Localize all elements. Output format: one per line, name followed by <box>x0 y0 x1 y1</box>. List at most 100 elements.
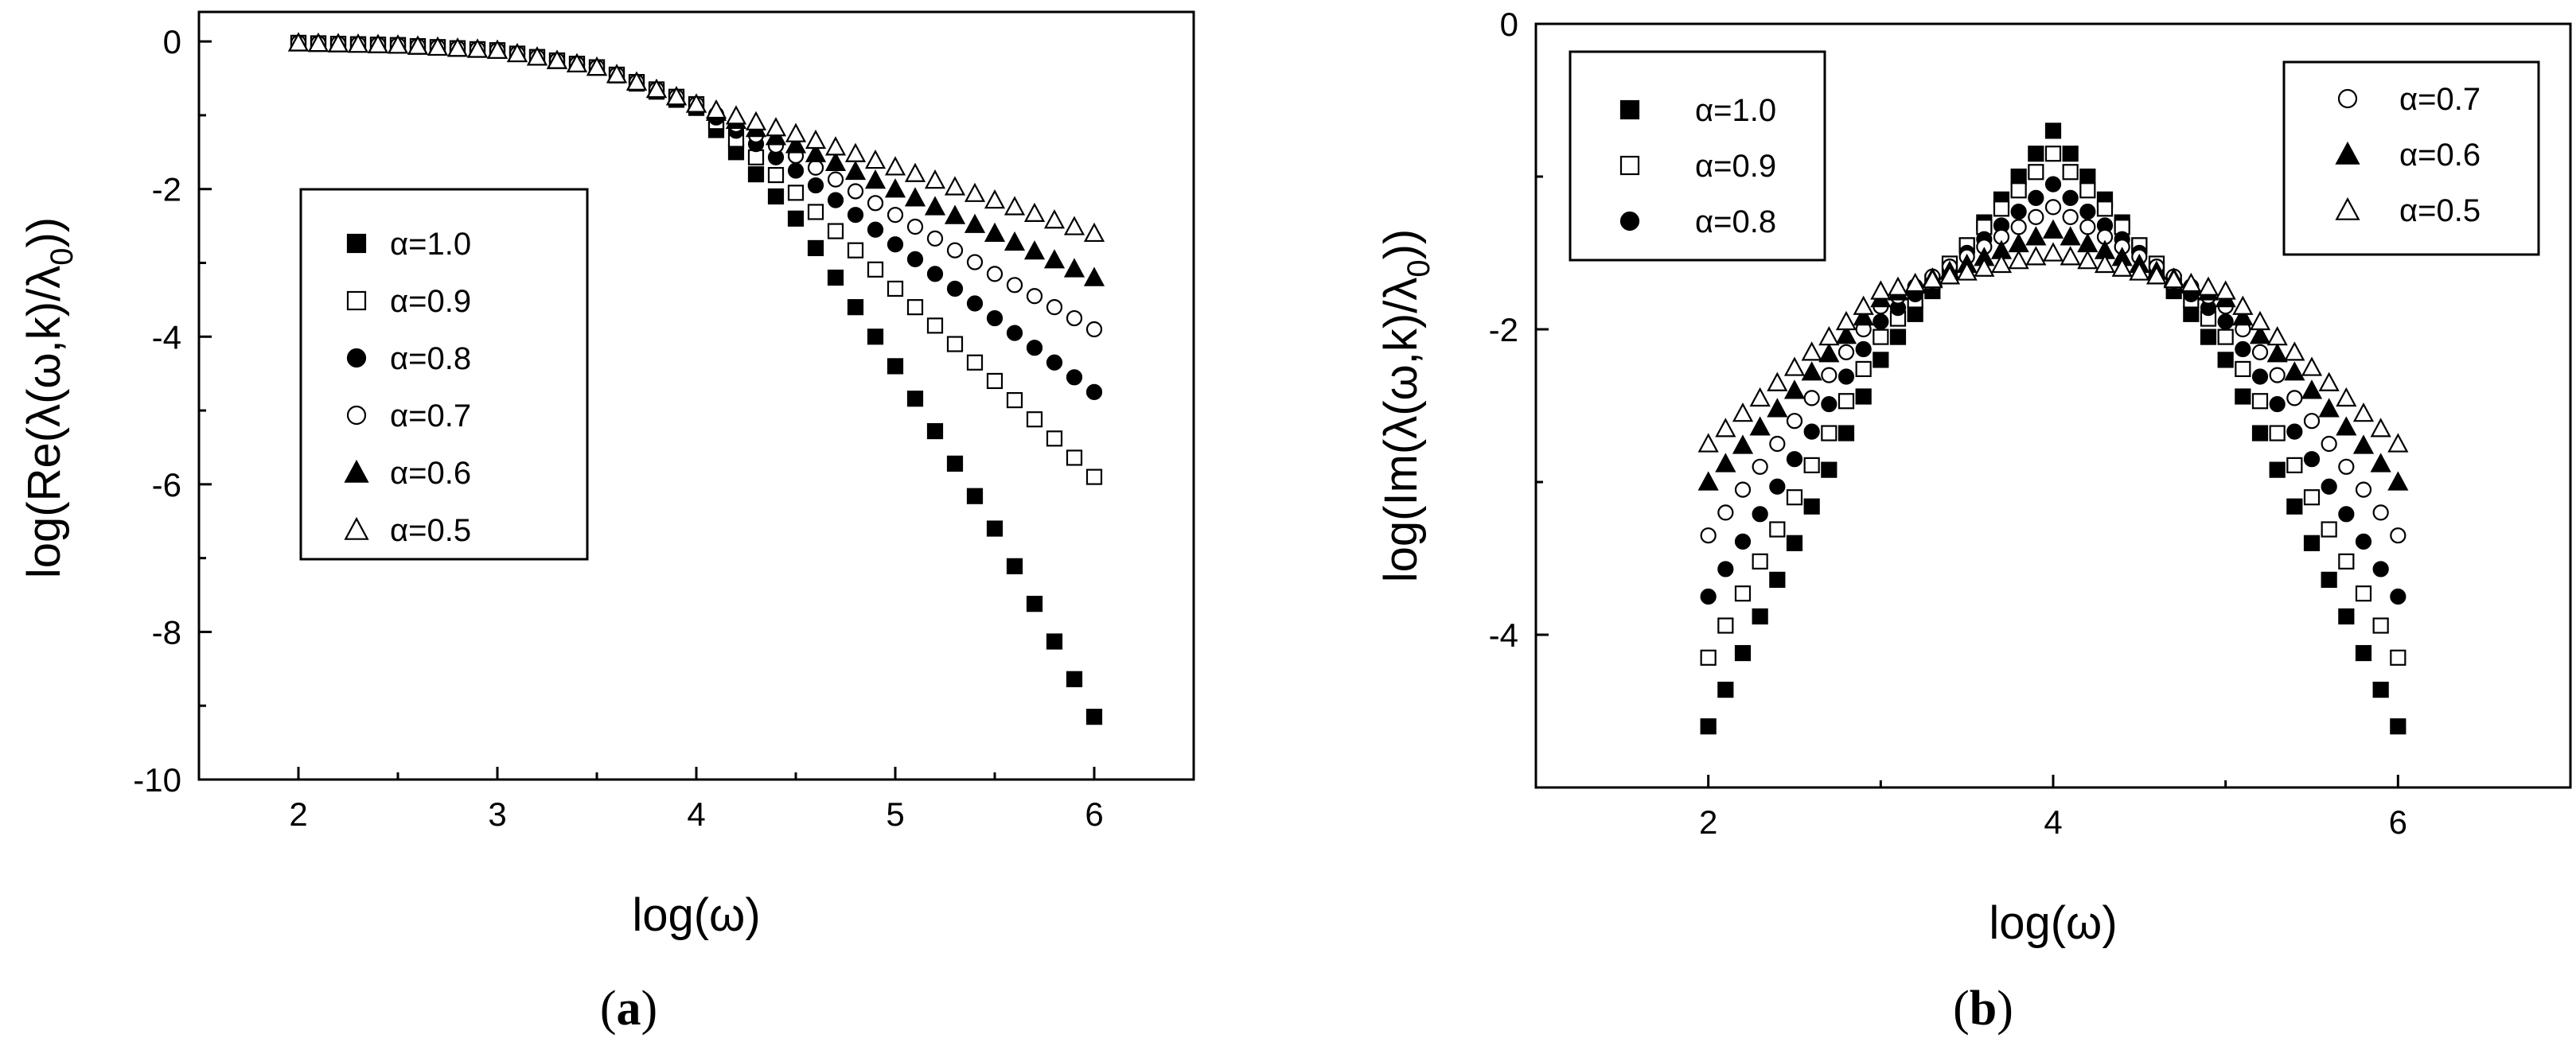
data-point <box>1787 536 1802 550</box>
data-point <box>1006 233 1024 250</box>
panel-letter-b: b <box>1970 982 1997 1036</box>
data-point <box>2044 244 2063 261</box>
data-point <box>1718 562 1732 576</box>
data-point <box>749 167 763 181</box>
data-point <box>2064 210 2078 224</box>
data-point <box>2235 362 2250 376</box>
data-point <box>868 262 883 277</box>
data-point <box>2374 682 2388 697</box>
legend-symbol-b <box>2339 90 2356 107</box>
data-point <box>2270 368 2285 383</box>
legend-label-b-1: α=1.0 <box>1695 93 1776 128</box>
data-point <box>1699 473 1717 490</box>
data-point <box>2339 507 2353 521</box>
data-point <box>2270 397 2285 411</box>
data-point <box>948 457 962 471</box>
data-point <box>1889 278 1908 295</box>
legend-label-b-4: α=0.7 <box>2399 82 2481 117</box>
data-point <box>1839 426 1853 441</box>
data-point <box>2046 146 2060 161</box>
data-point <box>966 216 984 232</box>
data-point <box>986 224 1004 241</box>
data-point <box>1007 393 1022 407</box>
data-point <box>2080 169 2095 184</box>
data-point <box>1805 425 1819 439</box>
data-point <box>2322 437 2336 451</box>
data-point <box>2389 435 2407 452</box>
data-point <box>2391 528 2405 542</box>
data-point <box>809 178 823 192</box>
data-point <box>1047 356 1062 370</box>
data-point <box>1768 400 1787 417</box>
data-point <box>1027 289 1042 303</box>
data-point <box>2027 248 2045 265</box>
data-point <box>928 424 942 438</box>
data-point <box>2184 307 2198 321</box>
panel-label-a: (a) <box>600 982 657 1036</box>
data-point <box>2234 297 2252 314</box>
data-point <box>2235 389 2250 403</box>
figure: 2 3 4 5 6 0 -2 -4 -6 -8 -10 α=1.0 α=0.9 α=0.8 α=0.… <box>0 0 2576 1046</box>
data-point <box>807 131 825 148</box>
data-point <box>1701 719 1716 733</box>
data-point <box>828 193 843 208</box>
data-point <box>1839 370 1853 384</box>
y-axis-label-b-main: log(Im(λ(ω,k)/λ <box>1375 278 1427 583</box>
data-point <box>2286 344 2304 360</box>
legend-label-b-2: α=0.9 <box>1695 149 1776 184</box>
data-point <box>946 178 965 195</box>
data-point <box>1046 251 1064 268</box>
data-point <box>2028 191 2043 205</box>
legend-label-a-3: α=0.8 <box>390 341 471 376</box>
x-axis-label-b: log(ω) <box>1989 897 2117 949</box>
data-point <box>828 224 843 239</box>
data-point <box>2064 191 2078 205</box>
data-point <box>1718 682 1732 697</box>
data-point <box>1805 391 1819 405</box>
data-point <box>1067 450 1081 465</box>
data-point <box>1717 420 1735 437</box>
data-point <box>2046 177 2060 192</box>
data-point <box>2355 437 2373 453</box>
data-point <box>1820 328 1838 344</box>
legend-symbol-a <box>348 292 365 309</box>
data-point <box>2012 169 2026 184</box>
y-tick-label: -10 <box>133 761 181 799</box>
data-point <box>968 356 982 370</box>
data-point <box>789 212 803 226</box>
data-point <box>1066 260 1084 277</box>
data-point <box>2251 313 2270 329</box>
data-point <box>888 282 902 296</box>
data-point <box>1087 710 1101 724</box>
data-point <box>968 489 982 504</box>
data-point <box>1753 507 1767 521</box>
data-point <box>2235 342 2250 356</box>
data-point <box>1837 313 1856 329</box>
y-axis-label-a-main: log(Re(λ(ω,k)/λ <box>18 266 70 578</box>
data-point <box>2305 490 2319 504</box>
data-point <box>867 171 885 188</box>
data-point <box>769 168 783 182</box>
data-point <box>928 231 942 246</box>
data-point <box>1717 455 1735 472</box>
data-point <box>988 266 1002 281</box>
data-point <box>887 158 905 175</box>
data-point <box>2322 573 2336 587</box>
data-point <box>1873 352 1888 367</box>
data-point <box>727 107 746 124</box>
y-axis-label-a-sub: 0 <box>45 248 80 266</box>
data-point <box>2303 382 2321 399</box>
legend-label-a-5: α=0.6 <box>390 456 471 491</box>
data-point <box>848 184 863 198</box>
data-point <box>789 163 803 177</box>
data-point <box>2356 646 2371 660</box>
data-point <box>767 119 785 135</box>
data-point <box>1787 490 1802 504</box>
chart-panel-a: 2 3 4 5 60-2-4-6-8-10 α=1.0 α=0.9 α=0.8 α=0.… <box>18 12 1194 1036</box>
data-point <box>1994 201 2009 216</box>
data-point <box>2028 146 2043 161</box>
data-point <box>1805 458 1819 472</box>
data-point <box>2080 183 2095 197</box>
data-point <box>828 270 843 285</box>
data-point <box>707 101 726 118</box>
